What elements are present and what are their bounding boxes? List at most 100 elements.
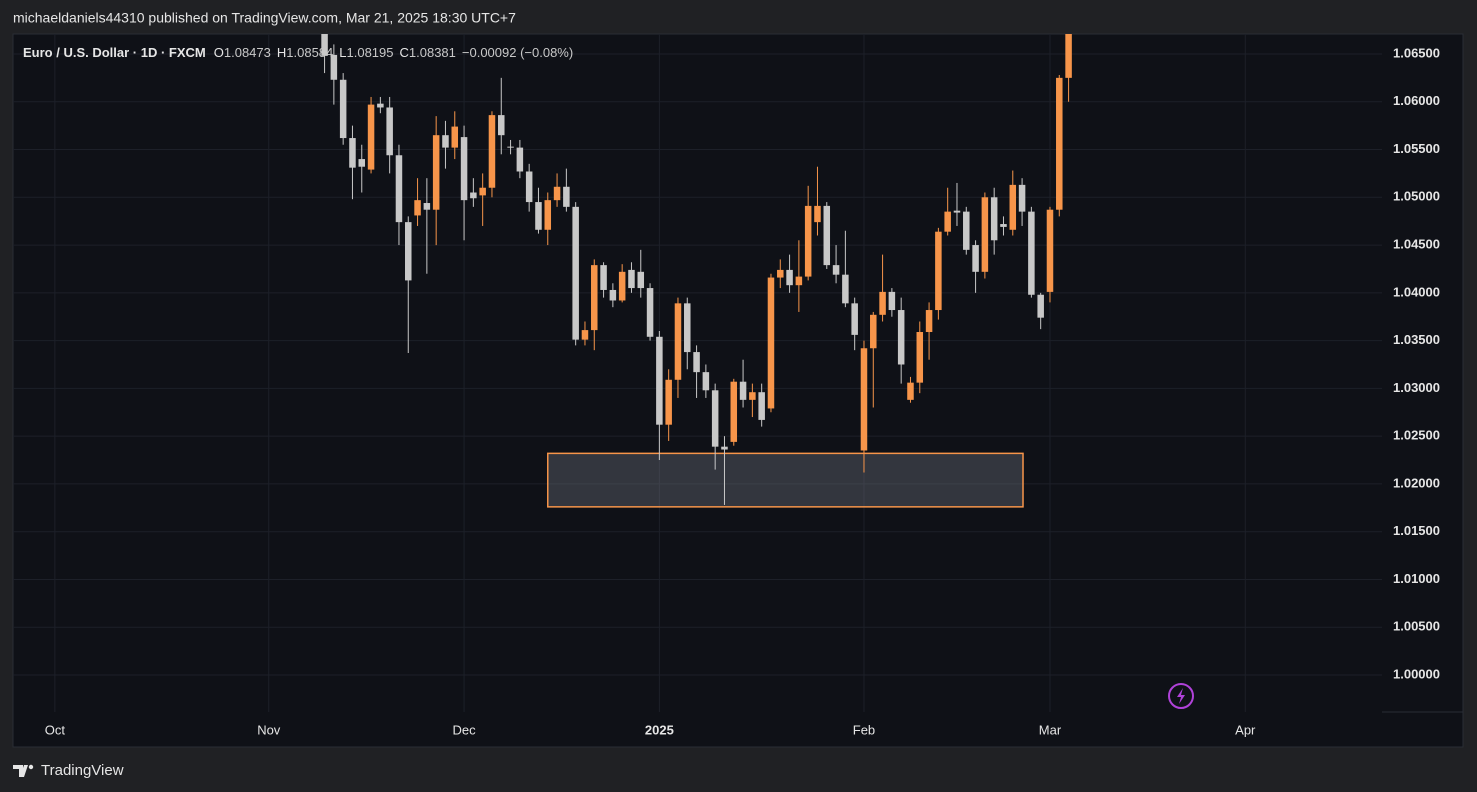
y-tick-label: 1.03000 [1393, 380, 1440, 395]
candle-body [823, 205, 831, 266]
x-tick-label: Mar [1039, 722, 1062, 737]
candle-body [684, 303, 691, 353]
candle-body [358, 159, 366, 167]
candle-body [349, 138, 356, 168]
zone [547, 452, 1024, 508]
candle-body [423, 203, 431, 210]
ohlc-label: L [339, 45, 346, 60]
candle-body [935, 231, 942, 311]
y-tick-label: 1.02500 [1393, 428, 1440, 443]
candle-body [405, 222, 412, 281]
candle-body [888, 291, 896, 311]
candle-body [591, 265, 598, 331]
ohlc-label: C [400, 45, 409, 60]
candle-body [870, 314, 877, 349]
candle-body [656, 336, 663, 425]
brand: TradingView [41, 762, 124, 779]
brand-logo [13, 764, 34, 777]
candle-body [1028, 211, 1035, 295]
candle-body [386, 107, 393, 156]
candle-body [516, 147, 524, 172]
candle-body [963, 211, 970, 250]
candle-body [1009, 184, 1017, 230]
candle-body [1037, 294, 1044, 318]
candle-body [470, 192, 477, 199]
candle-body [842, 274, 849, 304]
x-tick-label: Nov [257, 722, 281, 737]
symbol-header: Euro / U.S. Dollar · 1D · FXCM O1.08473 H1… [23, 45, 573, 60]
change: −0.00092 (−0.08%) [462, 45, 573, 60]
candle-body [395, 155, 403, 223]
candle-body [879, 291, 886, 315]
candle-body [972, 245, 979, 272]
y-tick-label: 1.02000 [1393, 475, 1440, 490]
ohlc-value: 1.08195 [347, 45, 394, 60]
candle-body [628, 269, 635, 289]
candle-body [339, 79, 347, 139]
candle-body [525, 171, 533, 203]
candle-body [990, 197, 998, 241]
ohlc-value: 1.08381 [409, 45, 456, 60]
candle-body [535, 202, 542, 230]
x-tick-label: Apr [1235, 722, 1256, 737]
y-tick-label: 1.00500 [1393, 619, 1440, 634]
candle-body [377, 103, 384, 108]
candle-body [451, 126, 459, 148]
candle-body [795, 276, 803, 286]
candle-body [925, 310, 933, 333]
candle-body [442, 135, 449, 148]
candle-body [804, 205, 812, 277]
y-tick-label: 1.04000 [1393, 284, 1440, 299]
candle-body [832, 265, 840, 275]
candle-body [330, 54, 338, 80]
candle-body [814, 205, 821, 223]
candle-body [721, 446, 728, 450]
ohlc-label: H [277, 45, 286, 60]
candle-body [851, 303, 858, 335]
candle-body [777, 269, 784, 278]
candle-body [767, 277, 775, 409]
candle-body [944, 211, 951, 232]
ohlc-value: 1.08584 [286, 45, 333, 60]
candle-body [860, 348, 868, 451]
candle-body [897, 310, 905, 365]
published-line: michaeldaniels44310 published on Trading… [13, 10, 516, 26]
candle-body [414, 200, 421, 216]
candle-body [498, 115, 505, 136]
candle-body [749, 392, 756, 400]
y-tick-label: 1.06500 [1393, 45, 1440, 60]
y-tick-label: 1.05500 [1393, 141, 1440, 156]
candle-body [693, 352, 700, 373]
candle-body [758, 392, 765, 420]
candle-body [618, 271, 626, 301]
candle-body [553, 186, 561, 201]
lightning-icon[interactable] [1168, 683, 1194, 709]
ohlc-label: O [214, 45, 224, 60]
candle-body [981, 197, 989, 272]
x-tick-label: Dec [453, 722, 477, 737]
candle-body [702, 372, 710, 391]
symbol: Euro / U.S. Dollar · 1D · FXCM [23, 45, 206, 60]
candle-body [488, 115, 496, 188]
candle-body [637, 271, 645, 289]
y-tick-label: 1.01000 [1393, 571, 1440, 586]
chart-panel [12, 33, 1464, 748]
ohlc-value: 1.08473 [224, 45, 271, 60]
candle-body [1018, 184, 1026, 212]
candle-body [581, 330, 589, 340]
y-tick-label: 1.03500 [1393, 332, 1440, 347]
y-tick-label: 1.00000 [1393, 666, 1440, 681]
candle-body [1056, 77, 1063, 210]
candle-body [609, 289, 617, 301]
candle-body [479, 187, 486, 196]
candle-body [907, 382, 914, 400]
candle-body [321, 34, 328, 56]
x-tick-label: Feb [853, 722, 875, 737]
candle-body [953, 210, 961, 213]
candle-body [646, 288, 654, 337]
candle-body [1065, 34, 1072, 78]
candle-body [367, 104, 375, 170]
candle-body [460, 137, 468, 201]
candle-body [1046, 209, 1054, 292]
